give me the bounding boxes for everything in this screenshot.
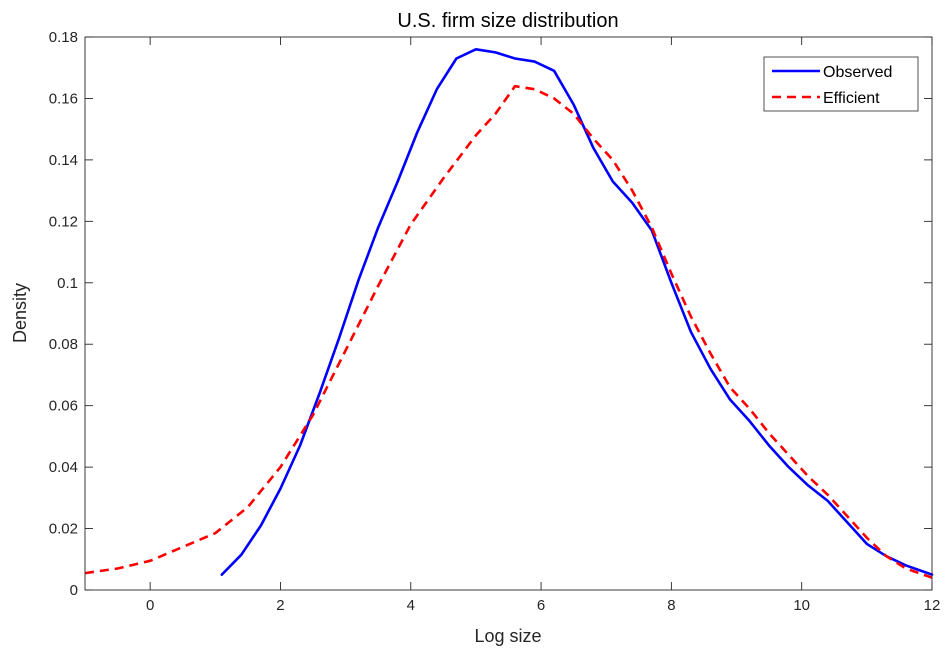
y-tick-label: 0.18	[49, 29, 78, 46]
y-tick-label: 0.14	[49, 152, 78, 169]
x-tick-label: 10	[793, 597, 810, 614]
axes-layer	[84, 36, 933, 591]
y-axis-label: Density	[10, 283, 30, 343]
y-tick-label: 0	[70, 582, 78, 599]
x-tick-label: 2	[276, 597, 284, 614]
x-tick-label: 4	[407, 597, 415, 614]
y-tick-label: 0.02	[49, 521, 78, 538]
legend-label-observed: Observed	[823, 64, 892, 81]
legend: Observed Efficient	[763, 56, 919, 112]
y-tick-label: 0.06	[49, 398, 78, 415]
x-tick-label: 12	[924, 597, 941, 614]
series-line-observed	[220, 47, 934, 576]
x-axis-label: Log size	[474, 626, 541, 646]
y-tick-label: 0.08	[49, 336, 78, 353]
x-tick-label: 8	[667, 597, 675, 614]
series-layer	[84, 47, 934, 579]
legend-box	[763, 56, 919, 112]
x-tick-label: 6	[537, 597, 545, 614]
x-tick-label: 0	[146, 597, 154, 614]
y-tick-label: 0.04	[49, 459, 78, 476]
y-tick-label: 0.1	[57, 275, 78, 292]
axes-box	[84, 36, 933, 591]
plot-area	[85, 37, 932, 590]
legend-label-efficient: Efficient	[823, 90, 880, 107]
series-line-efficient	[84, 84, 933, 579]
ticks-layer: 0 2 4 6 8 10 12 0 0.02 0.04 0.06 0.08 0.1 0.12 0.14 0.1…	[49, 29, 941, 614]
chart-title: U.S. firm size distribution	[397, 10, 618, 32]
y-tick-label: 0.16	[49, 90, 78, 107]
y-tick-label: 0.12	[49, 213, 78, 230]
